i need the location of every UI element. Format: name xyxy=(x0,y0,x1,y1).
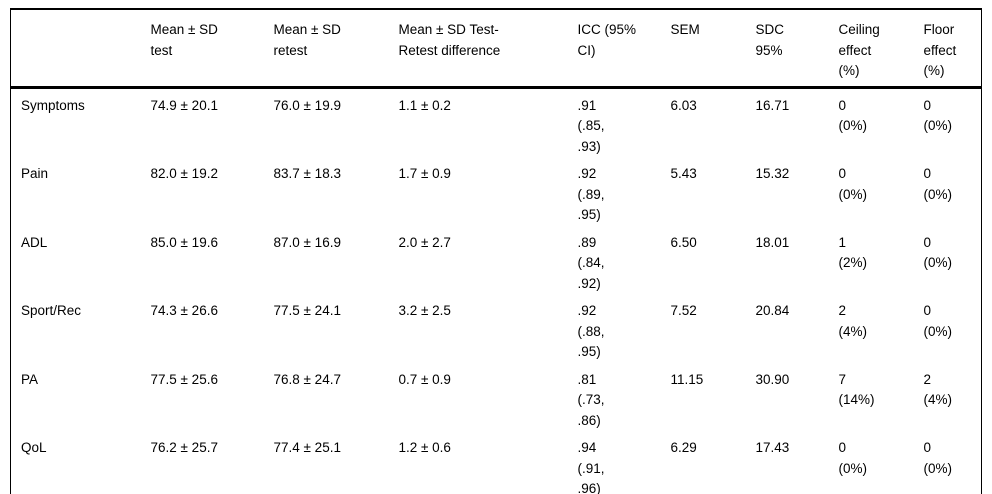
cell-sem: 6.29 xyxy=(670,440,697,455)
row-label: Symptoms xyxy=(21,97,85,113)
cell-test-retest-difference: 2.0 ± 2.7 xyxy=(398,234,451,250)
cell-icc: .91 (.85, .93) xyxy=(577,97,605,154)
cell-mean-sd-retest: 87.0 ± 16.9 xyxy=(273,234,341,250)
cell-floor-effect: 0 (0%) xyxy=(923,166,953,202)
cell-ceiling-effect: 2 (4%) xyxy=(838,303,868,339)
cell-sdc: 16.71 xyxy=(755,97,790,113)
reliability-statistics-table: Mean ± SD test Mean ± SD retest Mean ± S… xyxy=(10,8,982,494)
cell-floor-effect: 0 (0%) xyxy=(923,440,953,476)
cell-sdc: 17.43 xyxy=(755,440,790,455)
cell-icc: .92 (.88, .95) xyxy=(577,303,605,359)
cell-mean-sd-test: 74.3 ± 26.6 xyxy=(150,303,218,318)
cell-mean-sd-test: 77.5 ± 25.6 xyxy=(150,371,218,387)
table-row-pa: PA 77.5 ± 25.6 76.8 ± 24.7 0.7 ± 0.9 .81… xyxy=(11,363,982,432)
cell-mean-sd-retest: 76.0 ± 19.9 xyxy=(273,97,341,113)
table-row-symptoms: Symptoms 74.9 ± 20.1 76.0 ± 19.9 1.1 ± 0… xyxy=(11,87,982,157)
cell-mean-sd-retest: 77.5 ± 24.1 xyxy=(273,303,341,318)
header-cell-blank xyxy=(10,9,141,89)
table-row-qol: QoL 76.2 ± 25.7 77.4 ± 25.1 1.2 ± 0.6 .9… xyxy=(11,431,982,494)
cell-mean-sd-retest: 77.4 ± 25.1 xyxy=(273,440,341,455)
row-label: ADL xyxy=(21,234,48,250)
cell-test-retest-difference: 1.7 ± 0.9 xyxy=(398,166,451,181)
cell-ceiling-effect: 7 (14%) xyxy=(838,371,875,408)
header-cell-test-retest-difference: Mean ± SD Test- Retest difference xyxy=(388,9,568,89)
row-label: PA xyxy=(21,371,39,387)
cell-sdc: 18.01 xyxy=(755,234,790,250)
cell-test-retest-difference: 1.2 ± 0.6 xyxy=(398,440,451,455)
cell-ceiling-effect: 0 (0%) xyxy=(838,97,868,134)
cell-mean-sd-test: 85.0 ± 19.6 xyxy=(150,234,218,250)
cell-sem: 6.03 xyxy=(670,97,697,113)
table-row-sport-rec: Sport/Rec 74.3 ± 26.6 77.5 ± 24.1 3.2 ± … xyxy=(11,294,982,363)
cell-icc: .94 (.91, .96) xyxy=(577,440,605,494)
header-cell-mean-sd-retest: Mean ± SD retest xyxy=(263,9,389,89)
cell-ceiling-effect: 1 (2%) xyxy=(838,234,868,271)
cell-sem: 6.50 xyxy=(670,234,697,250)
table-row-pain: Pain 82.0 ± 19.2 83.7 ± 18.3 1.7 ± 0.9 .… xyxy=(11,157,982,226)
table-header-row: Mean ± SD test Mean ± SD retest Mean ± S… xyxy=(10,9,982,89)
header-cell-mean-sd-test: Mean ± SD test xyxy=(140,9,264,89)
cell-ceiling-effect: 0 (0%) xyxy=(838,166,868,202)
cell-mean-sd-test: 74.9 ± 20.1 xyxy=(150,97,218,113)
cell-mean-sd-retest: 76.8 ± 24.7 xyxy=(273,371,341,387)
header-cell-sem: SEM xyxy=(660,9,746,89)
table-row-adl: ADL 85.0 ± 19.6 87.0 ± 16.9 2.0 ± 2.7 .8… xyxy=(11,226,982,295)
cell-mean-sd-test: 76.2 ± 25.7 xyxy=(150,440,218,455)
header-cell-sdc: SDC 95% xyxy=(745,9,829,89)
header-cell-icc: ICC (95% CI) xyxy=(567,9,661,89)
cell-floor-effect: 0 (0%) xyxy=(923,97,953,134)
cell-sem: 7.52 xyxy=(670,303,697,318)
cell-sem: 11.15 xyxy=(670,371,704,387)
cell-test-retest-difference: 1.1 ± 0.2 xyxy=(398,97,451,113)
row-label: QoL xyxy=(21,440,47,455)
header-cell-floor-effect: Floor effect (%) xyxy=(913,9,982,89)
cell-sdc: 20.84 xyxy=(755,303,790,318)
cell-mean-sd-retest: 83.7 ± 18.3 xyxy=(273,166,341,181)
cell-sdc: 30.90 xyxy=(755,371,790,387)
cell-test-retest-difference: 3.2 ± 2.5 xyxy=(398,303,451,318)
cell-sdc: 15.32 xyxy=(755,166,790,181)
header-cell-ceiling-effect: Ceiling effect (%) xyxy=(828,9,914,89)
cell-sem: 5.43 xyxy=(670,166,697,181)
row-label: Sport/Rec xyxy=(21,303,82,318)
row-label: Pain xyxy=(21,166,49,181)
cell-icc: .92 (.89, .95) xyxy=(577,166,605,222)
cell-floor-effect: 0 (0%) xyxy=(923,303,953,339)
cell-icc: .89 (.84, .92) xyxy=(577,234,605,291)
cell-mean-sd-test: 82.0 ± 19.2 xyxy=(150,166,218,181)
cell-ceiling-effect: 0 (0%) xyxy=(838,440,868,476)
cell-floor-effect: 2 (4%) xyxy=(923,371,953,408)
cell-test-retest-difference: 0.7 ± 0.9 xyxy=(398,371,451,387)
cell-floor-effect: 0 (0%) xyxy=(923,234,953,271)
cell-icc: .81 (.73, .86) xyxy=(577,371,605,428)
